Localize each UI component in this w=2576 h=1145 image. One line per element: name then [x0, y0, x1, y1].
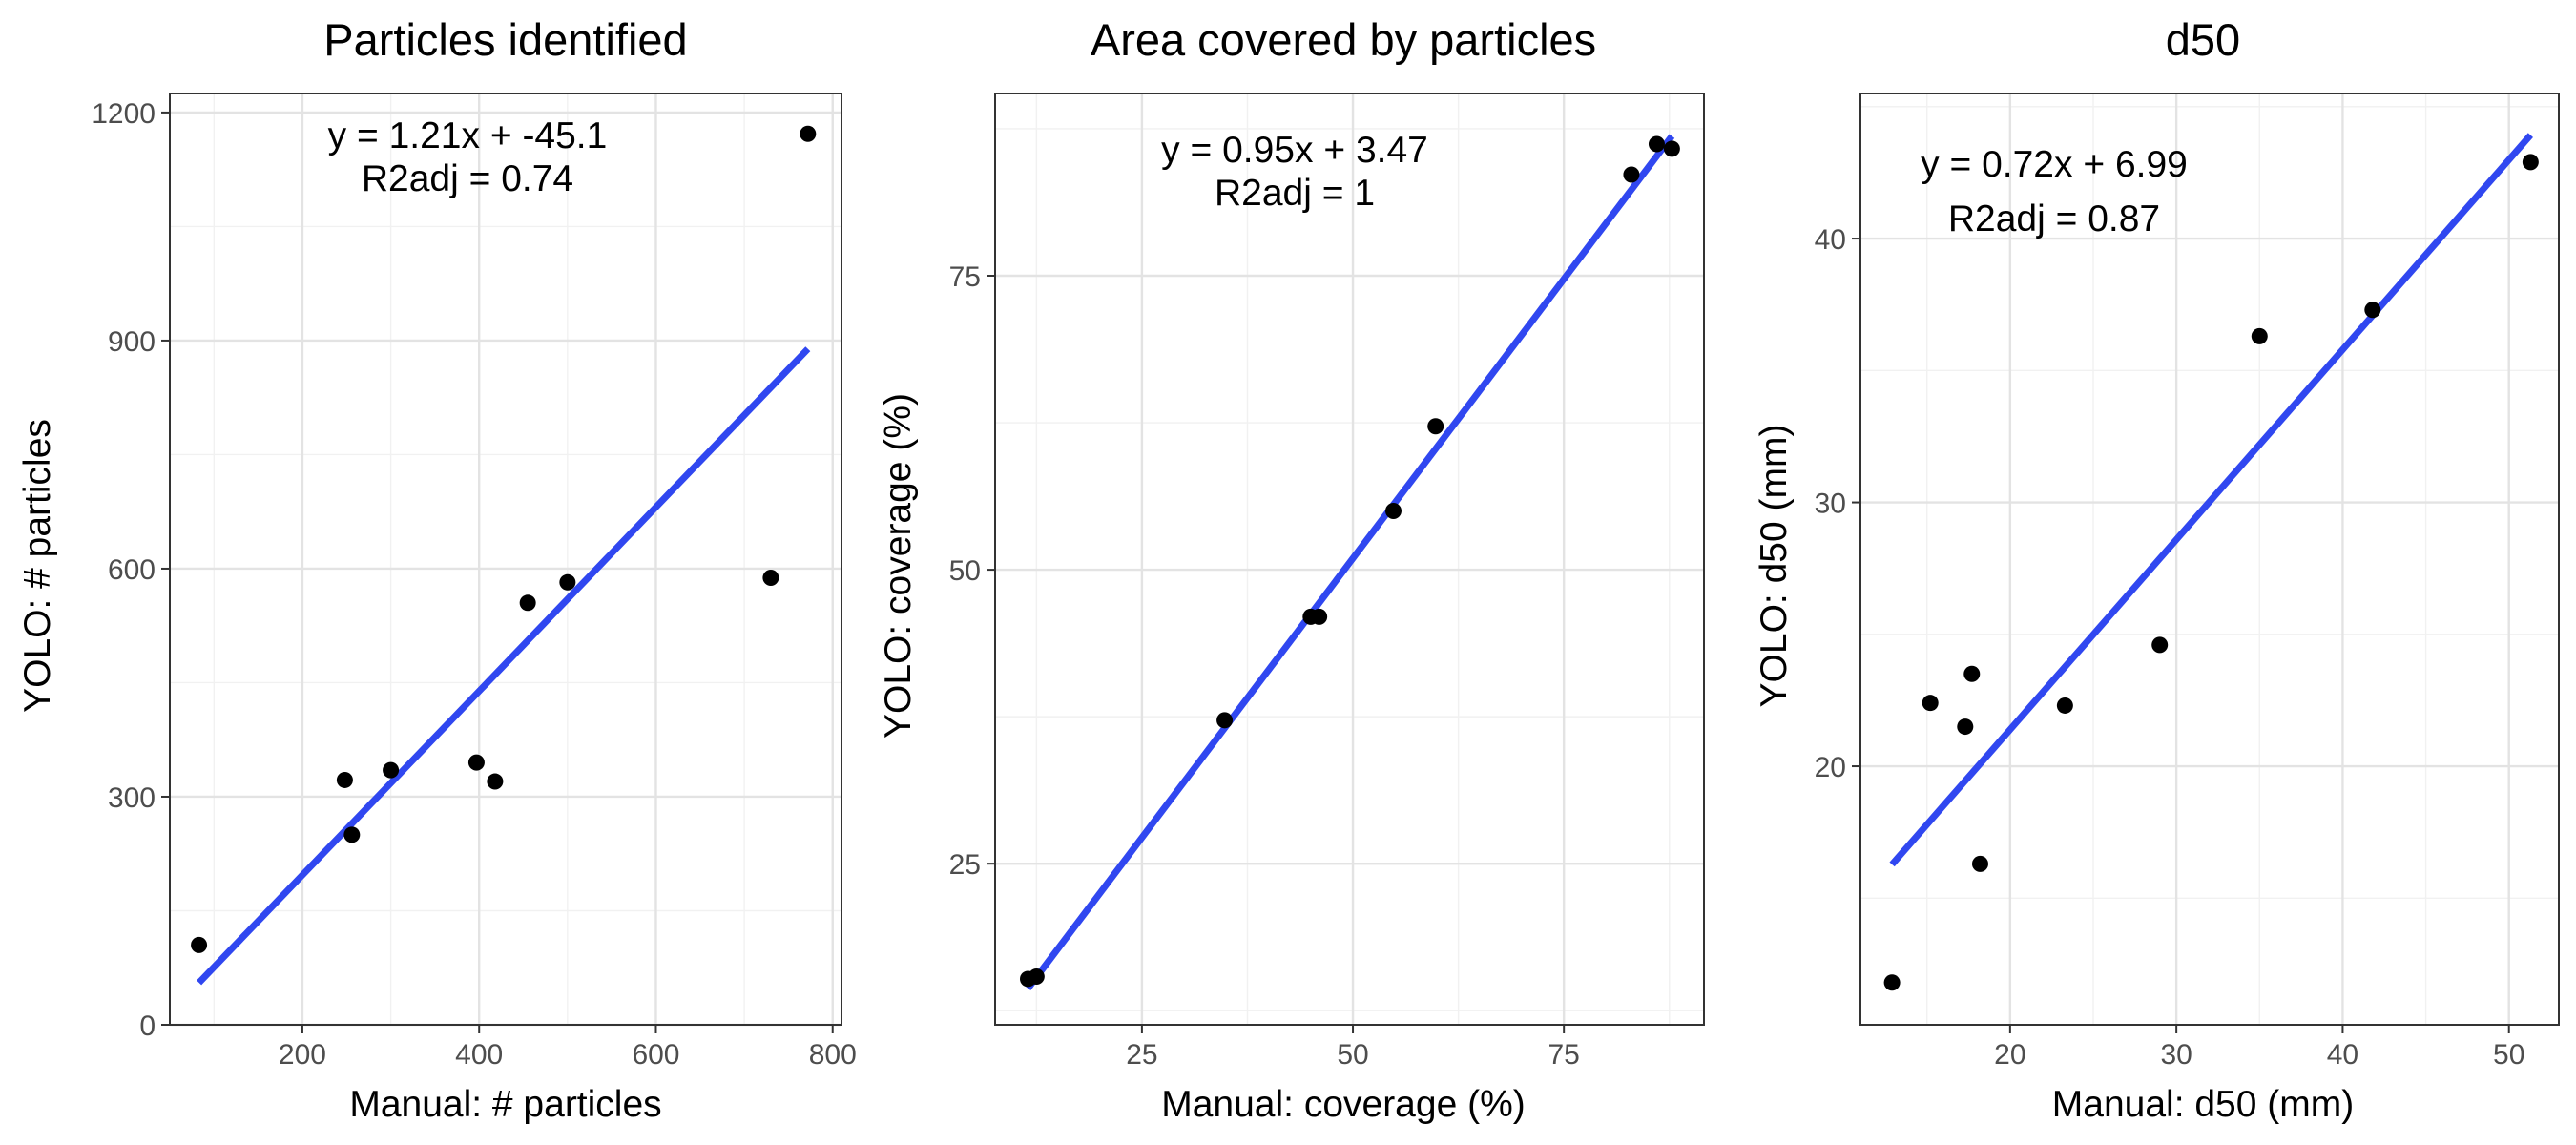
y-tick-label: 25 — [949, 849, 981, 881]
y-tick-label: 50 — [949, 555, 981, 587]
x-tick-label: 20 — [1994, 1039, 2025, 1071]
y-axis-label: YOLO: coverage (%) — [878, 393, 919, 739]
data-point — [1663, 140, 1680, 157]
y-axis: 0 300 600 900 1200 — [92, 98, 170, 1042]
x-tick-label: 40 — [2327, 1039, 2358, 1071]
x-axis: 25 50 75 — [1126, 1025, 1580, 1071]
y-tick-label: 0 — [139, 1010, 156, 1042]
y-tick-label: 300 — [108, 782, 156, 814]
data-points — [1883, 154, 2539, 991]
y-axis: 25 50 75 — [949, 261, 995, 881]
data-point — [343, 826, 361, 843]
y-tick-label: 30 — [1815, 489, 1846, 520]
y-tick-label: 600 — [108, 554, 156, 586]
data-point — [1971, 855, 1988, 872]
regression-line — [1025, 134, 1675, 990]
data-point — [383, 761, 400, 779]
x-tick-label: 25 — [1126, 1039, 1157, 1071]
data-point — [1883, 974, 1901, 991]
data-point — [2251, 327, 2268, 344]
data-point — [467, 754, 485, 771]
data-point — [336, 771, 353, 788]
data-point — [2056, 697, 2073, 714]
x-tick-label: 30 — [2160, 1039, 2192, 1071]
data-point — [762, 570, 779, 587]
panel-area-covered: Area covered by particles 25 50 75 25 50 75 M… — [878, 14, 1705, 1125]
panel-title: Particles identified — [323, 14, 687, 65]
regression-line — [197, 346, 811, 986]
data-point — [559, 573, 576, 591]
r2-label: R2adj = 0.87 — [1948, 198, 2160, 239]
y-axis: 20 30 40 — [1815, 224, 1860, 783]
y-tick-label: 40 — [1815, 224, 1846, 256]
x-tick-label: 600 — [632, 1039, 679, 1071]
x-tick-label: 50 — [1337, 1039, 1368, 1071]
x-tick-label: 800 — [809, 1039, 857, 1071]
x-tick-label: 400 — [455, 1039, 503, 1071]
data-point — [2364, 302, 2381, 319]
x-axis-label: Manual: coverage (%) — [1161, 1084, 1526, 1125]
x-tick-label: 200 — [279, 1039, 326, 1071]
x-axis-label: Manual: d50 (mm) — [2052, 1084, 2354, 1125]
data-points — [191, 125, 817, 953]
data-point — [2522, 154, 2539, 171]
data-points — [1019, 135, 1680, 988]
panel-border — [169, 93, 842, 1026]
panel-d50: d50 20 30 40 50 20 30 40 Manual: d50 (mm) YOLO… — [1754, 14, 2560, 1125]
data-point — [191, 936, 208, 953]
plot-area: 25 50 75 25 50 75 — [949, 93, 1705, 1071]
regression-equation: y = 1.21x + -45.1 — [328, 115, 608, 156]
regression-line — [1889, 133, 2534, 867]
data-point — [2151, 636, 2169, 654]
y-tick-label: 1200 — [92, 98, 156, 130]
data-point — [1648, 135, 1665, 153]
panel-background — [170, 94, 841, 1025]
x-axis: 200 400 600 800 — [279, 1025, 857, 1071]
data-point — [1311, 608, 1328, 625]
r2-label: R2adj = 1 — [1215, 173, 1375, 214]
panel-border — [1859, 93, 2560, 1026]
panel-title: d50 — [2166, 14, 2240, 65]
data-point — [1957, 718, 1974, 736]
data-point — [1963, 665, 1981, 682]
x-axis-label: Manual: # particles — [349, 1084, 661, 1125]
plot-area: 20 30 40 50 20 30 40 — [1815, 93, 2560, 1071]
regression-equation: y = 0.72x + 6.99 — [1921, 144, 2188, 185]
data-point — [1216, 712, 1234, 729]
data-point — [1623, 166, 1640, 183]
y-tick-label: 75 — [949, 261, 981, 293]
data-point — [1427, 418, 1444, 435]
data-point — [1922, 695, 1939, 712]
panel-particles-identified: Particles identified 200 400 600 800 0 300 600… — [17, 14, 857, 1125]
panel-border — [994, 93, 1705, 1026]
data-point — [1028, 968, 1045, 985]
y-axis-label: YOLO: # particles — [17, 419, 58, 713]
panel-title: Area covered by particles — [1091, 14, 1596, 65]
data-point — [800, 125, 817, 142]
y-axis-label: YOLO: d50 (mm) — [1754, 425, 1795, 708]
x-tick-label: 50 — [2493, 1039, 2524, 1071]
data-point — [1384, 502, 1402, 519]
r2-label: R2adj = 0.74 — [362, 158, 573, 199]
plot-area: 200 400 600 800 0 300 600 900 1200 — [92, 93, 857, 1071]
y-tick-label: 20 — [1815, 752, 1846, 783]
data-point — [487, 773, 504, 790]
regression-equation: y = 0.95x + 3.47 — [1161, 130, 1428, 171]
y-tick-label: 900 — [108, 326, 156, 358]
x-axis: 20 30 40 50 — [1994, 1025, 2524, 1071]
x-tick-label: 75 — [1548, 1039, 1579, 1071]
data-point — [519, 594, 536, 612]
